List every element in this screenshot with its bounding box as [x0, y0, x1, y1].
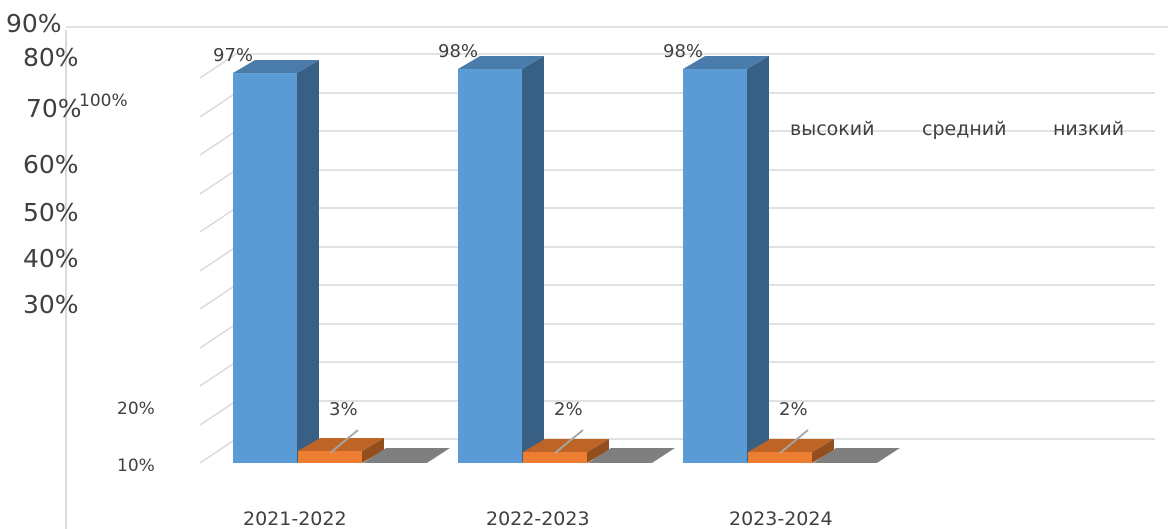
gridline-diagonal [199, 92, 237, 118]
gridline-diagonal [199, 400, 237, 426]
bar-floor-низкий [588, 448, 675, 463]
bar-floor-низкий [363, 448, 450, 463]
bar-top-face [458, 56, 544, 70]
data-label-средний-2022-2023: 2% [554, 399, 583, 420]
bar-side-face [747, 56, 769, 463]
bar-средний-2023-2024 [748, 439, 834, 463]
category-label-2021-2022: 2021-2022 [243, 508, 347, 529]
bar-side-face [812, 439, 834, 463]
y-tick-label-20: 20% [117, 399, 155, 419]
y-tick-label-90: 90% [6, 9, 62, 38]
data-label-средний-2021-2022: 3% [329, 399, 358, 420]
bar-высокий-2023-2024 [683, 56, 769, 463]
bar-front-face [298, 450, 362, 463]
category-label-2022-2023: 2022-2023 [486, 508, 590, 529]
data-label-высокий-2021-2022: 97% [213, 45, 253, 66]
data-label-высокий-2022-2023: 98% [438, 41, 478, 62]
bar-низкий-2021-2022 [363, 448, 450, 463]
gridline-diagonal [199, 130, 237, 156]
bar-top-face [523, 439, 609, 452]
bar-top-face [683, 56, 769, 70]
bar-side-face [297, 60, 319, 464]
legend-item-средний: средний [922, 118, 1006, 140]
category-label-2023-2024: 2023-2024 [729, 508, 833, 529]
y-tick-label-40: 40% [23, 244, 79, 273]
bar-низкий-2022-2023 [588, 448, 675, 463]
bar-front-face [458, 69, 522, 463]
bar-top-face [748, 439, 834, 452]
legend-item-высокий: высокий [790, 118, 874, 140]
bar-side-face [522, 56, 544, 463]
bar-высокий-2021-2022 [233, 60, 319, 464]
bar-front-face [683, 69, 747, 463]
gridline-diagonal [199, 53, 237, 79]
bar-top-face [233, 60, 319, 74]
legend: высокий средний низкий [790, 118, 1124, 140]
bar-низкий-2023-2024 [813, 448, 900, 463]
gridline-diagonal [199, 361, 237, 387]
data-labels: 97% 3% 98% 2% 98% 2% [213, 41, 809, 454]
y-tick-label-60: 60% [23, 150, 79, 179]
legend-item-низкий: низкий [1053, 118, 1124, 140]
bar-floor-низкий [813, 448, 900, 463]
bars [233, 56, 900, 464]
bar-front-face [748, 452, 812, 463]
gridline-diagonal [199, 284, 237, 310]
y-tick-label-50: 50% [23, 198, 79, 227]
y-tick-label-70: 70% [26, 94, 82, 123]
leader-line [779, 429, 809, 454]
gridline-diagonal [199, 438, 237, 464]
category-labels: 2021-2022 2022-2023 2023-2024 [243, 508, 833, 529]
bar-высокий-2022-2023 [458, 56, 544, 463]
bar-front-face [523, 452, 587, 463]
leader-line [329, 429, 359, 454]
y-tick-label-30: 30% [23, 290, 79, 319]
bar-front-face [233, 73, 297, 463]
data-label-средний-2023-2024: 2% [779, 399, 808, 420]
y-tick-label-100: 100% [79, 91, 128, 111]
y-tick-label-10: 10% [117, 456, 155, 476]
gridline-diagonal [199, 246, 237, 272]
bar-средний-2022-2023 [523, 439, 609, 463]
gridline-diagonal [199, 323, 237, 349]
bar-side-face [362, 437, 384, 463]
data-label-высокий-2023-2024: 98% [663, 41, 703, 62]
gridlines [66, 26, 1168, 464]
y-tick-label-80: 80% [23, 43, 79, 72]
gridline-diagonal [199, 169, 237, 195]
gridline-diagonal [199, 207, 237, 233]
bar-side-face [587, 439, 609, 463]
y-tick-labels: 90% 80% 70% 60% 50% 40% 30% 100% 20% 10% [6, 9, 155, 476]
leader-line [554, 429, 584, 454]
